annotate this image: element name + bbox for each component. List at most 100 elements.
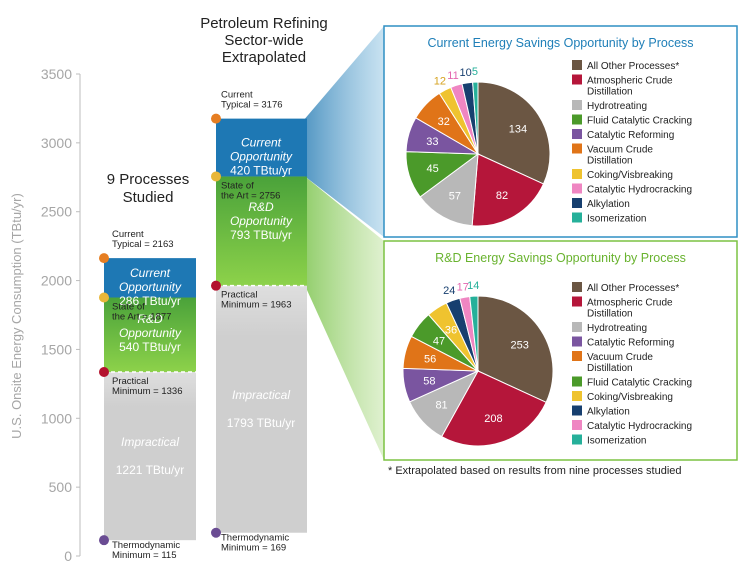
legend-swatch <box>572 322 582 332</box>
pie-slice-label: 5 <box>472 66 478 78</box>
practical-minimum-marker <box>211 280 221 291</box>
pie-slice-label: 14 <box>467 280 479 292</box>
y-tick-label: 0 <box>64 548 72 564</box>
pie-slice-label: 17 <box>457 281 469 293</box>
legend-label: Hydrotreating <box>587 101 647 112</box>
practical-minimum-label: Minimum = 1336 <box>112 386 183 397</box>
state-of-the-art-marker <box>211 171 221 182</box>
legend-swatch <box>572 336 582 347</box>
y-tick-label: 500 <box>49 479 73 495</box>
y-tick-label: 1000 <box>41 410 72 426</box>
legend-swatch <box>572 169 582 179</box>
pie-slice-label: 82 <box>496 190 508 202</box>
practical-minimum-label: Practical <box>221 290 257 301</box>
legend-label: Distillation <box>587 156 633 167</box>
chart-title: Petroleum Refining <box>200 15 328 32</box>
legend-swatch <box>572 100 582 110</box>
legend-label: Isomerization <box>587 436 646 447</box>
current-opportunity-segment <box>104 258 196 298</box>
legend-swatch <box>572 74 582 85</box>
impractical-name: Impractical <box>232 388 290 402</box>
legend-label: Coking/Visbreaking <box>587 170 673 181</box>
cone-rnd <box>305 176 384 461</box>
pie-slice-label: 32 <box>438 116 450 128</box>
state-of-the-art-label: the Art = 2756 <box>221 190 280 201</box>
current-opportunity-segment <box>216 118 307 177</box>
legend-label: Vacuum Crude <box>587 145 653 156</box>
left-column-heading: 9 Processes <box>107 171 190 188</box>
y-axis: 0 500 1000 1500 2000 2500 3000 3500 U.S. Onsite … <box>9 66 81 564</box>
pie-slice <box>471 153 545 227</box>
chart-title: Extrapolated <box>222 49 306 66</box>
y-axis-label: U.S. Onsite Energy Consumption (TBtu/yr) <box>9 193 24 439</box>
pie-panel-2: R&D Energy Savings Opportunity by Proces… <box>383 240 738 461</box>
thermodynamic-minimum-label: Thermodynamic <box>221 533 289 544</box>
current-typical-label: Typical = 2163 <box>112 239 174 250</box>
pie-slice-label: 36 <box>445 325 457 337</box>
state-of-the-art-label: State of <box>112 302 145 313</box>
footnote: * Extrapolated based on results from nin… <box>388 465 682 477</box>
legend-swatch <box>572 282 582 292</box>
legend-label: Hydrotreating <box>587 323 647 334</box>
current-typical-label: Current <box>221 90 253 101</box>
pie-title: R&D Energy Savings Opportunity by Proces… <box>435 251 686 265</box>
pie-slice <box>477 81 551 185</box>
current-opportunity-value: 420 TBtu/yr <box>230 164 292 178</box>
rnd-opportunity-name: R&D <box>248 200 274 214</box>
thermodynamic-minimum-label: Minimum = 115 <box>112 550 177 561</box>
pie-slice-label: 81 <box>435 400 447 412</box>
pie-panel-1: Current Energy Savings Opportunity by Pr… <box>383 25 738 238</box>
y-tick-label: 2500 <box>41 204 72 220</box>
thermodynamic-minimum-marker <box>99 535 109 546</box>
impractical-name: Impractical <box>121 435 179 449</box>
legend-label: Catalytic Reforming <box>587 130 674 141</box>
pie-slice <box>419 152 479 227</box>
y-tick-label: 1500 <box>41 341 72 357</box>
rnd-opportunity-value: 793 TBtu/yr <box>230 228 292 242</box>
thermodynamic-minimum-label: Thermodynamic <box>112 540 180 551</box>
legend-swatch <box>572 420 582 430</box>
pie-slice <box>469 295 479 372</box>
pie-slice-label: 58 <box>423 376 435 388</box>
current-typical-marker <box>211 113 221 124</box>
legend-label: Distillation <box>587 309 633 320</box>
legend-swatch <box>572 434 582 445</box>
practical-minimum-marker <box>99 367 109 378</box>
legend-label: Atmospheric Crude <box>587 298 673 309</box>
legend-label: Isomerization <box>587 214 646 225</box>
rnd-opportunity-segment <box>104 297 196 373</box>
rnd-opportunity-segment <box>216 176 307 286</box>
practical-minimum-label: Practical <box>112 376 148 387</box>
pie-slice-label: 11 <box>447 70 458 82</box>
rnd-opportunity-value: 540 TBtu/yr <box>119 340 181 354</box>
current-opportunity-name: Current <box>241 136 282 150</box>
current-typical-label: Typical = 3176 <box>221 100 283 111</box>
legend-label: Atmospheric Crude <box>587 76 673 87</box>
pie-slice-label: 134 <box>509 123 527 135</box>
rnd-opportunity-name: Opportunity <box>119 326 182 340</box>
current-opportunity-name: Current <box>130 266 171 280</box>
legend-swatch <box>572 351 582 361</box>
legend-swatch <box>572 143 582 154</box>
pie-slice-label: 33 <box>426 136 438 148</box>
legend-label: Distillation <box>587 87 633 98</box>
legend-swatch <box>572 183 582 194</box>
legend-label: Catalytic Hydrocracking <box>587 421 692 432</box>
legend-swatch <box>572 405 582 416</box>
legend-swatch <box>572 391 582 401</box>
state-of-the-art-label: the Art = 1877 <box>112 312 171 323</box>
pie-slice-label: 253 <box>511 339 529 351</box>
legend-label: Vacuum Crude <box>587 352 653 363</box>
thermodynamic-minimum-marker <box>211 527 221 538</box>
pie-slice-label: 57 <box>449 191 461 203</box>
pie-slice <box>472 81 479 155</box>
chart-title: Sector-wide <box>224 32 303 49</box>
legend-label: Fluid Catalytic Cracking <box>587 116 692 127</box>
pie-slice-label: 45 <box>427 163 439 175</box>
legend-swatch <box>572 296 582 307</box>
legend-label: Distillation <box>587 363 633 374</box>
pie-slice-label: 208 <box>484 413 502 425</box>
